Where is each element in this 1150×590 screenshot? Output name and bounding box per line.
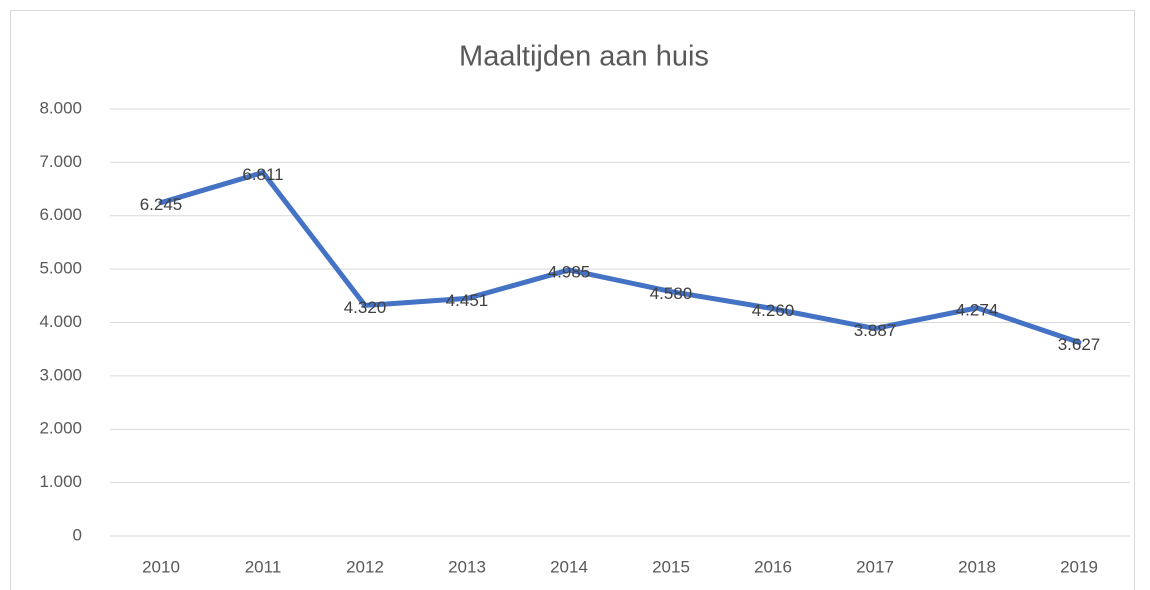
data-label: 4.320 xyxy=(344,298,387,317)
data-label: 4.985 xyxy=(548,262,591,281)
y-tick-label: 1.000 xyxy=(39,472,82,491)
line xyxy=(158,169,1082,345)
x-tick-label: 2012 xyxy=(346,557,384,576)
y-tick-label: 4.000 xyxy=(39,312,82,331)
x-tick-label: 2015 xyxy=(652,557,690,576)
y-tick-label: 3.000 xyxy=(39,365,82,384)
y-tick-label: 8.000 xyxy=(39,98,82,117)
x-tick-label: 2016 xyxy=(754,557,792,576)
y-tick-label: 5.000 xyxy=(39,259,82,278)
data-label: 4.580 xyxy=(650,284,693,303)
data-label: 6.245 xyxy=(140,195,183,214)
x-tick-label: 2019 xyxy=(1060,557,1098,576)
data-label: 3.627 xyxy=(1058,335,1101,354)
chart-frame xyxy=(10,10,1135,590)
chart-title: Maaltijden aan huis xyxy=(459,41,709,73)
data-label: 4.274 xyxy=(956,300,999,319)
x-tick-label: 2010 xyxy=(142,557,180,576)
data-label: 6.811 xyxy=(242,165,283,184)
x-tick-label: 2017 xyxy=(856,557,894,576)
y-tick-label: 6.000 xyxy=(39,205,82,224)
y-tick-label: 7.000 xyxy=(39,152,82,171)
data-label: 3.887 xyxy=(854,321,897,340)
x-tick-label: 2018 xyxy=(958,557,996,576)
data-label: 4.451 xyxy=(446,291,489,310)
x-tick-label: 2014 xyxy=(550,557,588,576)
y-tick-label: 2.000 xyxy=(39,419,82,438)
y-tick-label: 0 xyxy=(73,525,82,544)
data-label: 4.260 xyxy=(752,301,795,320)
x-tick-label: 2013 xyxy=(448,557,486,576)
x-tick-label: 2011 xyxy=(245,557,282,576)
